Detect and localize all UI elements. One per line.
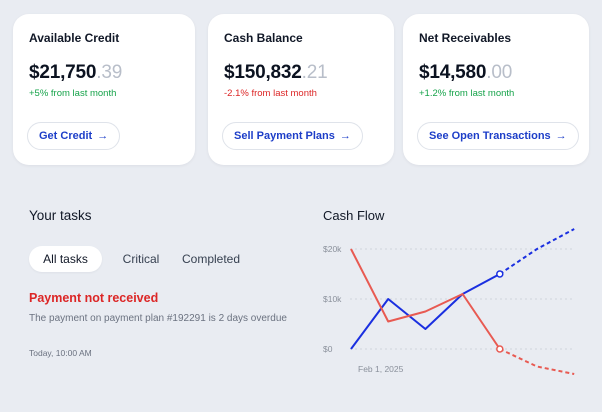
button-label: Get Credit bbox=[39, 130, 93, 142]
card-title: Net Receivables bbox=[419, 31, 512, 45]
series-line-projected bbox=[499, 348, 575, 375]
cash-flow-heading: Cash Flow bbox=[323, 208, 385, 223]
data-point-marker[interactable] bbox=[496, 345, 504, 353]
series-line-projected bbox=[499, 228, 575, 275]
amount-cents: .21 bbox=[301, 62, 328, 83]
task-timestamp: Today, 10:00 AM bbox=[29, 348, 92, 358]
see-open-transactions-button[interactable]: See Open Transactions → bbox=[417, 122, 579, 150]
arrow-right-icon: → bbox=[339, 130, 351, 142]
button-label: Sell Payment Plans bbox=[234, 130, 335, 142]
get-credit-button[interactable]: Get Credit → bbox=[27, 122, 121, 150]
tab-completed[interactable]: Completed bbox=[181, 252, 241, 266]
card-title: Available Credit bbox=[29, 31, 120, 45]
amount-main: $150,832 bbox=[224, 62, 302, 83]
card-amount: $14,580.00 bbox=[419, 62, 512, 84]
amount-main: $21,750 bbox=[29, 62, 97, 83]
change-indicator: -2.1% from last month bbox=[224, 88, 317, 99]
task-description: The payment on payment plan #192291 is 2… bbox=[29, 313, 287, 324]
tab-all-tasks[interactable]: All tasks bbox=[29, 246, 102, 272]
data-point-marker[interactable] bbox=[496, 270, 504, 278]
arrow-right-icon: → bbox=[97, 130, 109, 142]
y-tick-label: $20k bbox=[323, 244, 342, 254]
change-indicator: +5% from last month bbox=[29, 88, 117, 99]
tab-critical[interactable]: Critical bbox=[122, 252, 160, 266]
series-line-actual bbox=[350, 248, 501, 350]
change-indicator: +1.2% from last month bbox=[419, 88, 515, 99]
x-axis-label: Feb 1, 2025 bbox=[358, 364, 404, 374]
net-receivables-card: Net Receivables $14,580.00 +1.2% from la… bbox=[403, 14, 589, 165]
amount-cents: .00 bbox=[486, 62, 513, 83]
card-amount: $150,832.21 bbox=[224, 62, 328, 84]
cash-balance-card: Cash Balance $150,832.21 -2.1% from last… bbox=[208, 14, 394, 165]
available-credit-card: Available Credit $21,750.39 +5% from las… bbox=[13, 14, 195, 165]
arrow-right-icon: → bbox=[555, 130, 567, 142]
amount-main: $14,580 bbox=[419, 62, 487, 83]
y-tick-label: $0 bbox=[323, 344, 333, 354]
series-line-actual bbox=[350, 273, 501, 350]
task-title[interactable]: Payment not received bbox=[29, 291, 159, 305]
card-amount: $21,750.39 bbox=[29, 62, 122, 84]
amount-cents: .39 bbox=[96, 62, 123, 83]
card-title: Cash Balance bbox=[224, 31, 303, 45]
sell-payment-plans-button[interactable]: Sell Payment Plans → bbox=[222, 122, 363, 150]
y-tick-label: $10k bbox=[323, 294, 342, 304]
button-label: See Open Transactions bbox=[429, 130, 551, 142]
tasks-heading: Your tasks bbox=[29, 208, 92, 223]
